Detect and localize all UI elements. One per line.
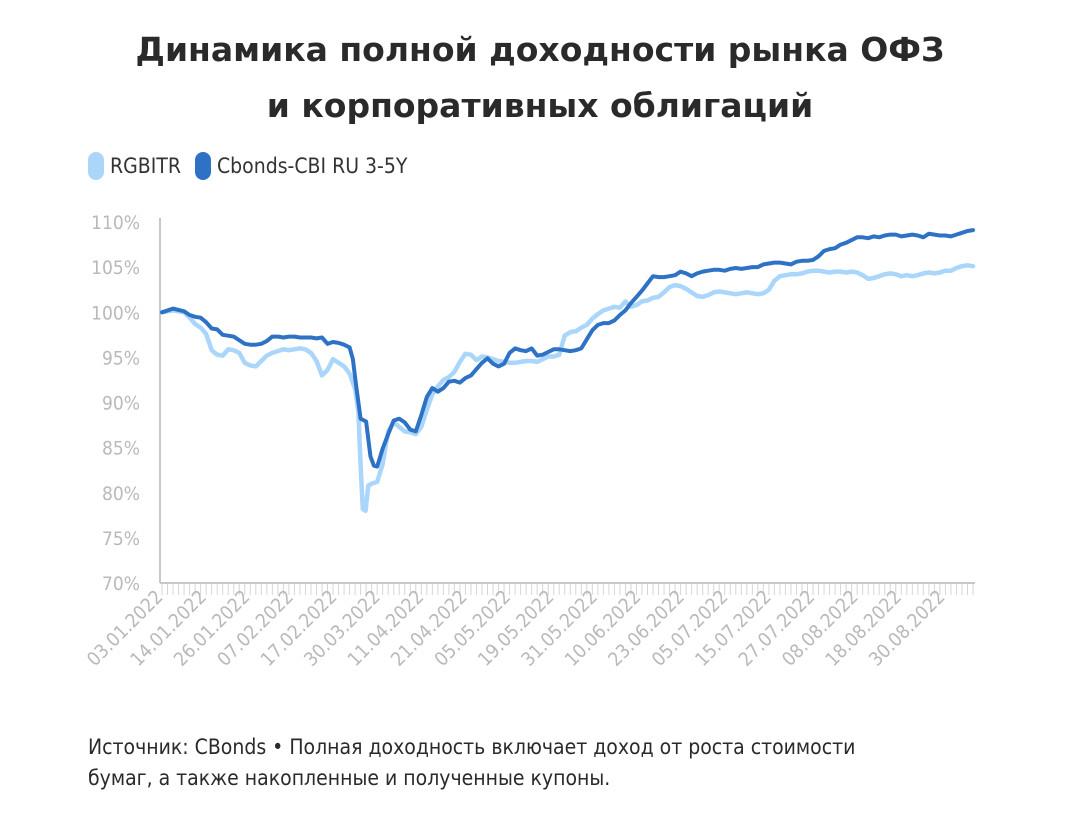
y-tick-label: 80%	[102, 483, 140, 505]
x-axis: 03.01.202214.01.202226.01.202207.02.2022…	[83, 582, 975, 671]
y-tick-label: 95%	[102, 347, 140, 369]
chart-title-line-1: Динамика полной доходности рынка ОФЗ	[135, 30, 945, 69]
source-note-line-2: бумаг, а также накопленные и полученные …	[88, 766, 611, 790]
y-tick-label: 110%	[91, 212, 140, 234]
chart-legend: RGBITR Cbonds-CBI RU 3-5Y	[88, 151, 421, 181]
source-note-line-1: Источник: CBonds • Полная доходность вкл…	[88, 735, 856, 759]
chart-title-line-2: и корпоративных облигаций	[266, 86, 814, 125]
line-chart: 70% 75% 80% 85% 90% 95% 100% 105% 110% 03.01.202…	[83, 212, 976, 671]
legend-item-cbonds[interactable]: Cbonds-CBI RU 3-5Y	[194, 152, 408, 180]
y-tick-label: 90%	[102, 393, 140, 415]
legend-label-cbonds: Cbonds-CBI RU 3-5Y	[216, 154, 408, 178]
series-line-cbonds	[160, 228, 975, 469]
series-line-rgbitr	[159, 263, 976, 514]
legend-label-rgbitr: RGBITR	[110, 154, 181, 178]
y-tick-label: 85%	[102, 438, 140, 460]
legend-swatch-rgbitr	[88, 152, 104, 180]
legend-swatch-cbonds	[194, 152, 211, 180]
y-tick-label: 75%	[102, 528, 140, 550]
legend-item-rgbitr[interactable]: RGBITR	[88, 152, 181, 180]
y-tick-label: 105%	[91, 257, 140, 279]
y-axis: 70% 75% 80% 85% 90% 95% 100% 105% 110%	[91, 212, 161, 595]
chart-title: Динамика полной доходности рынка ОФЗ и к…	[0, 22, 1080, 134]
source-note: Источник: CBonds • Полная доходность вкл…	[88, 732, 988, 794]
series-layer	[159, 228, 976, 514]
y-tick-label: 70%	[102, 573, 140, 595]
y-tick-label: 100%	[91, 302, 140, 324]
